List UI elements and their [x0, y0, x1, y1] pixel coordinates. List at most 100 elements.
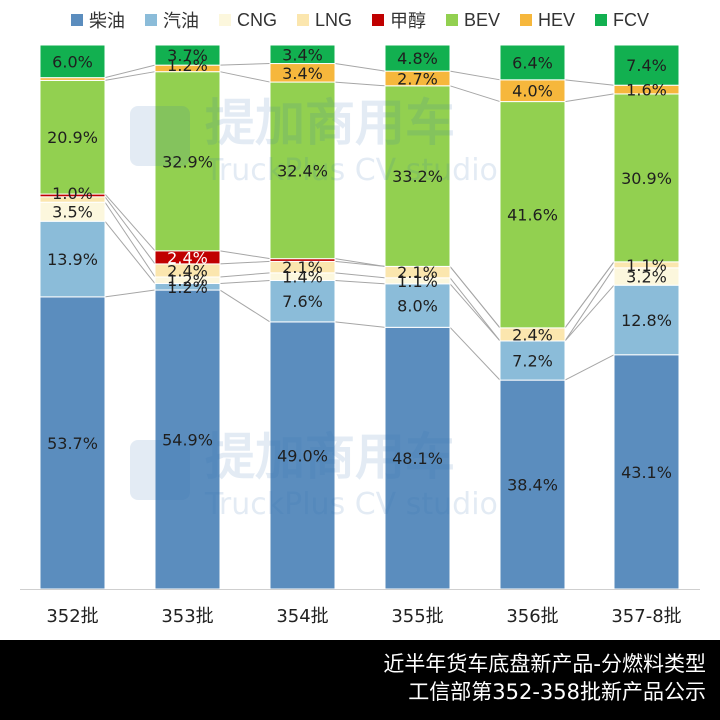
data-label: 4.0%: [512, 82, 553, 101]
bar-segment: [499, 101, 566, 329]
data-label: 1.1%: [397, 272, 438, 291]
connector-line: [449, 277, 501, 342]
data-label: 49.0%: [277, 446, 328, 465]
connector-line: [334, 321, 386, 328]
data-label: 2.1%: [397, 263, 438, 282]
data-label: 1.0%: [52, 184, 93, 203]
bar-segment: [154, 44, 221, 66]
connector-line: [449, 85, 501, 103]
bar-segment: [39, 44, 106, 79]
data-label: 7.6%: [282, 292, 323, 311]
data-label: 3.7%: [167, 46, 208, 65]
legend-label: 甲醇: [389, 11, 426, 31]
connector-line: [334, 81, 386, 87]
connector-line: [449, 70, 501, 81]
connector-line: [219, 272, 271, 278]
connector-line: [449, 326, 501, 381]
data-label: 1.4%: [282, 268, 323, 287]
legend-item: LNG: [296, 9, 352, 31]
data-label: 2.4%: [167, 248, 208, 267]
data-label: 1.6%: [626, 81, 667, 100]
data-label: 7.2%: [512, 352, 553, 371]
connector-line: [219, 289, 271, 323]
connector-line: [104, 201, 156, 278]
connector-line: [334, 258, 386, 267]
category-label: 355批: [391, 606, 443, 627]
data-label: 2.1%: [282, 258, 323, 277]
data-label: 43.1%: [621, 463, 672, 482]
connector-line: [564, 284, 615, 342]
data-labels: 53.7%13.9%3.5%1.0%20.9%6.0%54.9%1.2%1.2%…: [47, 45, 672, 494]
legend-swatch: [70, 14, 83, 26]
data-label: 32.9%: [162, 152, 213, 171]
data-label: 2.7%: [397, 69, 438, 88]
bar-segment: [613, 93, 680, 263]
connector-line: [334, 63, 386, 72]
data-label: 1.2%: [167, 56, 208, 75]
legend-swatch: [218, 14, 231, 26]
bar-column: [499, 44, 566, 590]
data-label: 3.5%: [52, 203, 93, 222]
data-label: 32.4%: [277, 161, 328, 180]
connector-line: [219, 250, 271, 260]
connector-line: [334, 279, 386, 285]
legend-swatch: [595, 14, 608, 26]
connector-line: [564, 79, 615, 86]
data-label: 12.8%: [621, 311, 672, 330]
connector-line: [219, 260, 271, 265]
legend: 柴油 汽油 CNG LNG 甲醇 BEV HEV FCV: [0, 6, 720, 34]
bar-segment: [613, 354, 680, 590]
connector-line: [564, 267, 615, 342]
data-label: 6.4%: [512, 53, 553, 72]
connector-line: [219, 63, 271, 66]
legend-label: 汽油: [162, 11, 199, 31]
legend-item: HEV: [520, 10, 575, 31]
connector-line: [449, 283, 501, 342]
data-label: 48.1%: [392, 449, 443, 468]
legend-swatch: [445, 14, 458, 26]
bar-segment: [39, 296, 106, 590]
footer-title: 近半年货车底盘新产品-分燃料类型: [383, 652, 706, 676]
category-label: 353批: [161, 606, 213, 627]
data-label: 6.0%: [52, 52, 93, 71]
data-label: 1.2%: [167, 278, 208, 297]
data-label: 38.4%: [507, 476, 558, 495]
bar-segment: [154, 289, 221, 590]
data-label: 54.9%: [162, 431, 213, 450]
bar-segment: [269, 44, 336, 65]
data-label: 2.4%: [167, 261, 208, 280]
bar-segment: [384, 44, 451, 72]
footer-subtitle: 工信部第352-358批新产品公示: [408, 680, 706, 704]
legend-item: 甲醇: [371, 7, 426, 33]
connector-line: [564, 354, 615, 381]
connector-line: [219, 71, 271, 83]
data-label: 1.1%: [626, 256, 667, 275]
legend-swatch: [520, 14, 533, 26]
legend-swatch: [144, 14, 157, 26]
data-label: 33.2%: [392, 167, 443, 186]
category-label: 357-8批: [611, 606, 681, 627]
watermark-brand: 提加商用车: [205, 428, 455, 486]
connector-line: [104, 71, 156, 81]
watermark-sub: TruckPlus CV studio: [204, 153, 498, 188]
bar-column: [39, 44, 106, 590]
connector-line: [564, 261, 615, 329]
bar-column: [269, 44, 336, 590]
watermark-icon: [130, 440, 190, 500]
legend-label: LNG: [314, 9, 352, 30]
connector-line: [104, 193, 156, 252]
chart-area: 柴油 汽油 CNG LNG 甲醇 BEV HEV FCV 提加商用车 TruckPlus CV …: [0, 6, 720, 627]
legend-item: 柴油: [70, 7, 125, 33]
x-axis-labels: 352批 353批 354批 355批 356批 357-8批: [46, 606, 681, 627]
bar-segment: [39, 220, 106, 298]
data-label: 1.2%: [167, 271, 208, 290]
legend-label: HEV: [538, 9, 576, 30]
legend-label: CNG: [236, 9, 277, 30]
category-label: 352批: [46, 606, 98, 627]
bar-segment: [269, 321, 336, 590]
data-label: 20.9%: [47, 128, 98, 147]
data-label: 13.9%: [47, 250, 98, 269]
connector-lines: [104, 63, 615, 381]
